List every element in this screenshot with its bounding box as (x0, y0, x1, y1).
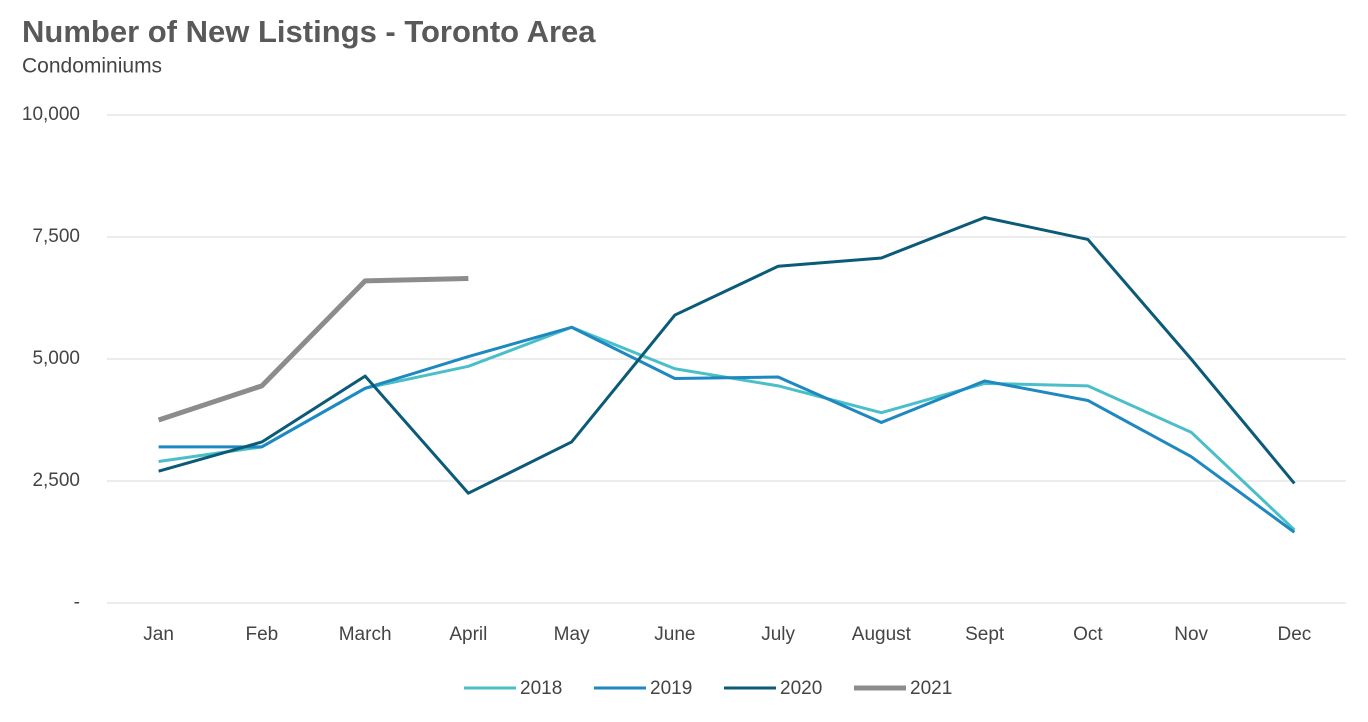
series-line (158, 325, 1296, 534)
x-tick-label: Feb (246, 624, 279, 645)
x-tick-label: Oct (1073, 624, 1103, 645)
y-tick-label: 7,500 (32, 226, 80, 247)
legend-label: 2021 (910, 678, 952, 699)
x-tick-label: Dec (1277, 624, 1311, 645)
x-tick-label: June (654, 624, 695, 645)
x-tick-label: Jan (143, 624, 174, 645)
y-tick-label: 5,000 (32, 348, 80, 369)
chart-title: Number of New Listings - Toronto Area (22, 14, 596, 49)
y-tick-label: 2,500 (32, 470, 80, 491)
y-tick-label: 10,000 (22, 104, 80, 125)
legend-label: 2018 (520, 678, 562, 699)
x-tick-label: Sept (965, 624, 1005, 645)
legend-label: 2020 (780, 678, 822, 699)
series-line (158, 215, 1296, 495)
legend-label: 2019 (650, 678, 692, 699)
series-line (158, 325, 1296, 531)
chart-subtitle: Condominiums (22, 55, 162, 78)
x-tick-label: April (449, 624, 487, 645)
x-tick-label: Nov (1174, 624, 1208, 645)
y-tick-label: - (74, 592, 80, 613)
x-tick-label: July (761, 624, 795, 645)
x-tick-label: May (554, 624, 590, 645)
series-line (157, 275, 469, 423)
x-tick-label: August (852, 624, 912, 645)
x-tick-label: March (339, 624, 392, 645)
